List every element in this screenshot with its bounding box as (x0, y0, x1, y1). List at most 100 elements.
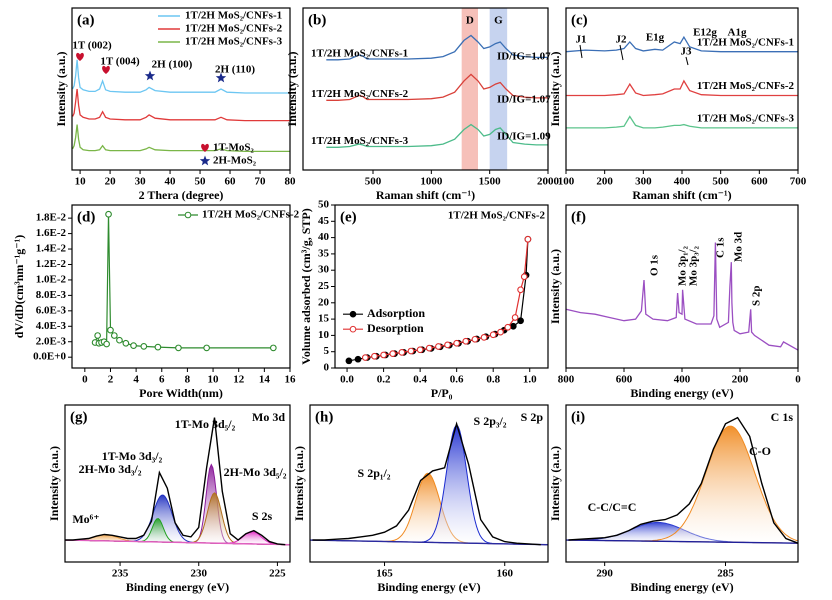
x-tick-label: 225 (269, 568, 286, 580)
plot-frame (565, 204, 799, 369)
panel-label: (b) (308, 12, 326, 28)
data-point (398, 349, 406, 356)
legend-label: 1T/2H MoS₂/CNFs-2 (185, 23, 283, 35)
data-point (435, 343, 442, 350)
x-tick-label: 600 (751, 176, 768, 188)
annotation: ID/IG=1.07 (497, 94, 551, 106)
x-axis-label: P/P₀ (431, 386, 453, 400)
annotation: 2H-MoS₂ (213, 155, 257, 167)
plot-frame (71, 204, 291, 369)
data-point (524, 235, 532, 243)
peak-label: Mo⁶⁺ (72, 512, 99, 526)
peak-label: 1T-Mo 3d₅/₂ (175, 417, 236, 431)
annotation: 1T (004) (100, 56, 140, 68)
x-axis-label: Binding energy (eV) (377, 580, 480, 594)
panel: 10 20 30 40 50 60 70 80 2 Thera (degree) Intensit… (54, 7, 297, 202)
series-line (326, 34, 548, 61)
series-line (326, 123, 548, 148)
spectrum-title: C 1s (771, 410, 794, 424)
x-tick-label: 1.0 (523, 374, 537, 386)
data-point (489, 331, 497, 339)
x-axis-label: Binding energy (eV) (630, 386, 733, 400)
panel: D G 500 1000 1500 2000 Raman shift (cm⁻¹) Inten… (285, 7, 560, 202)
x-tick-label: 40 (165, 176, 177, 188)
data-point (122, 339, 130, 347)
data-point (453, 339, 461, 347)
data-point (94, 332, 101, 339)
annotation: J3 (681, 46, 693, 58)
series-label: 1T/2H MoS₂/CNFs-3 (311, 135, 409, 147)
series-label: 1T/2H MoS₂/CNFs-2 (311, 88, 409, 100)
x-tick-label: 60 (225, 176, 237, 188)
data-point (407, 347, 415, 355)
data-point (361, 354, 369, 361)
data-point (444, 341, 451, 349)
annotation: O 1s (649, 254, 661, 276)
y-axis-label: Volume adsorbed (cm³/g, STP) (299, 208, 313, 365)
x-tick-label: 235 (112, 568, 129, 580)
panel: 100 200 300 400 500 600 700 Raman shift (cm⁻¹) I… (548, 7, 807, 202)
panel: 235 230 225 Binding energy (eV) Intensity (a… (47, 404, 291, 594)
annotation: 1T (002) (72, 40, 112, 52)
x-tick-label: 0.2 (377, 374, 391, 386)
panel-label: (d) (77, 209, 95, 225)
x-tick-label: 285 (717, 568, 734, 580)
data-point (371, 352, 378, 360)
x-tick-label: 30 (135, 176, 147, 188)
data-point (504, 323, 512, 331)
x-tick-label: 0 (82, 374, 88, 386)
heart-marker (102, 65, 110, 74)
x-tick-label: 16 (285, 374, 297, 386)
x-tick-label: 500 (712, 176, 729, 188)
y-tick-label: 8.0E-3 (36, 289, 67, 301)
x-tick-label: 300 (635, 176, 652, 188)
x-tick-label: 400 (674, 374, 691, 386)
x-tick-label: 0.6 (450, 374, 464, 386)
data-point (105, 210, 112, 218)
heart-marker (76, 52, 84, 61)
panel-label: (c) (571, 12, 588, 28)
annotation: Mo 3p₁/₂ (677, 245, 689, 286)
legend-label: Desorption (367, 321, 424, 335)
x-tick-label: 80 (285, 176, 297, 188)
y-tick-label: 4.0E-3 (36, 320, 67, 332)
x-tick-label: 500 (365, 176, 382, 188)
plot-frame (309, 404, 549, 563)
panel-label: (f) (571, 209, 586, 225)
x-tick-label: 200 (596, 176, 613, 188)
x-tick-label: 0.8 (486, 374, 500, 386)
annotation: J1 (576, 34, 587, 46)
legend-marker (349, 325, 357, 333)
y-axis-label: Intensity (a.u.) (47, 446, 61, 521)
y-axis-label: Intensity (a.u.) (54, 51, 68, 126)
annotation: Mo 3p₃/₂ (688, 245, 700, 286)
data-point (269, 344, 277, 352)
background-line (309, 539, 549, 546)
annotation: 2H (110) (215, 64, 255, 76)
y-tick-label: 0 (324, 362, 330, 374)
annotation: ID/IG=1.09 (497, 131, 551, 143)
data-point (497, 328, 504, 336)
x-tick-label: 10 (75, 176, 87, 188)
plot-frame (64, 404, 291, 563)
y-axis-label: Intensity (a.u.) (548, 51, 562, 126)
legend-label: 1T/2H MoS₂/CNFs-2 (202, 209, 300, 221)
data-point (110, 332, 118, 339)
y-tick-label: 1.0E-2 (36, 273, 67, 285)
y-tick-label: 25 (318, 280, 330, 292)
y-tick-label: 1.4E-2 (36, 243, 67, 255)
y-tick-label: 10 (318, 329, 330, 341)
series-line (72, 88, 290, 122)
annotation: 1T-MoS₂ (213, 142, 254, 154)
x-axis-label: Binding energy (eV) (126, 580, 229, 594)
data-point (345, 357, 353, 365)
arrow (685, 56, 689, 66)
data-point (175, 344, 182, 352)
x-tick-label: 290 (596, 568, 613, 580)
data-point (520, 273, 528, 281)
spectrum-title: S 2p (521, 410, 544, 424)
heart-marker (201, 143, 209, 152)
x-axis-label: Binding energy (eV) (630, 580, 733, 594)
series-line (348, 239, 529, 362)
